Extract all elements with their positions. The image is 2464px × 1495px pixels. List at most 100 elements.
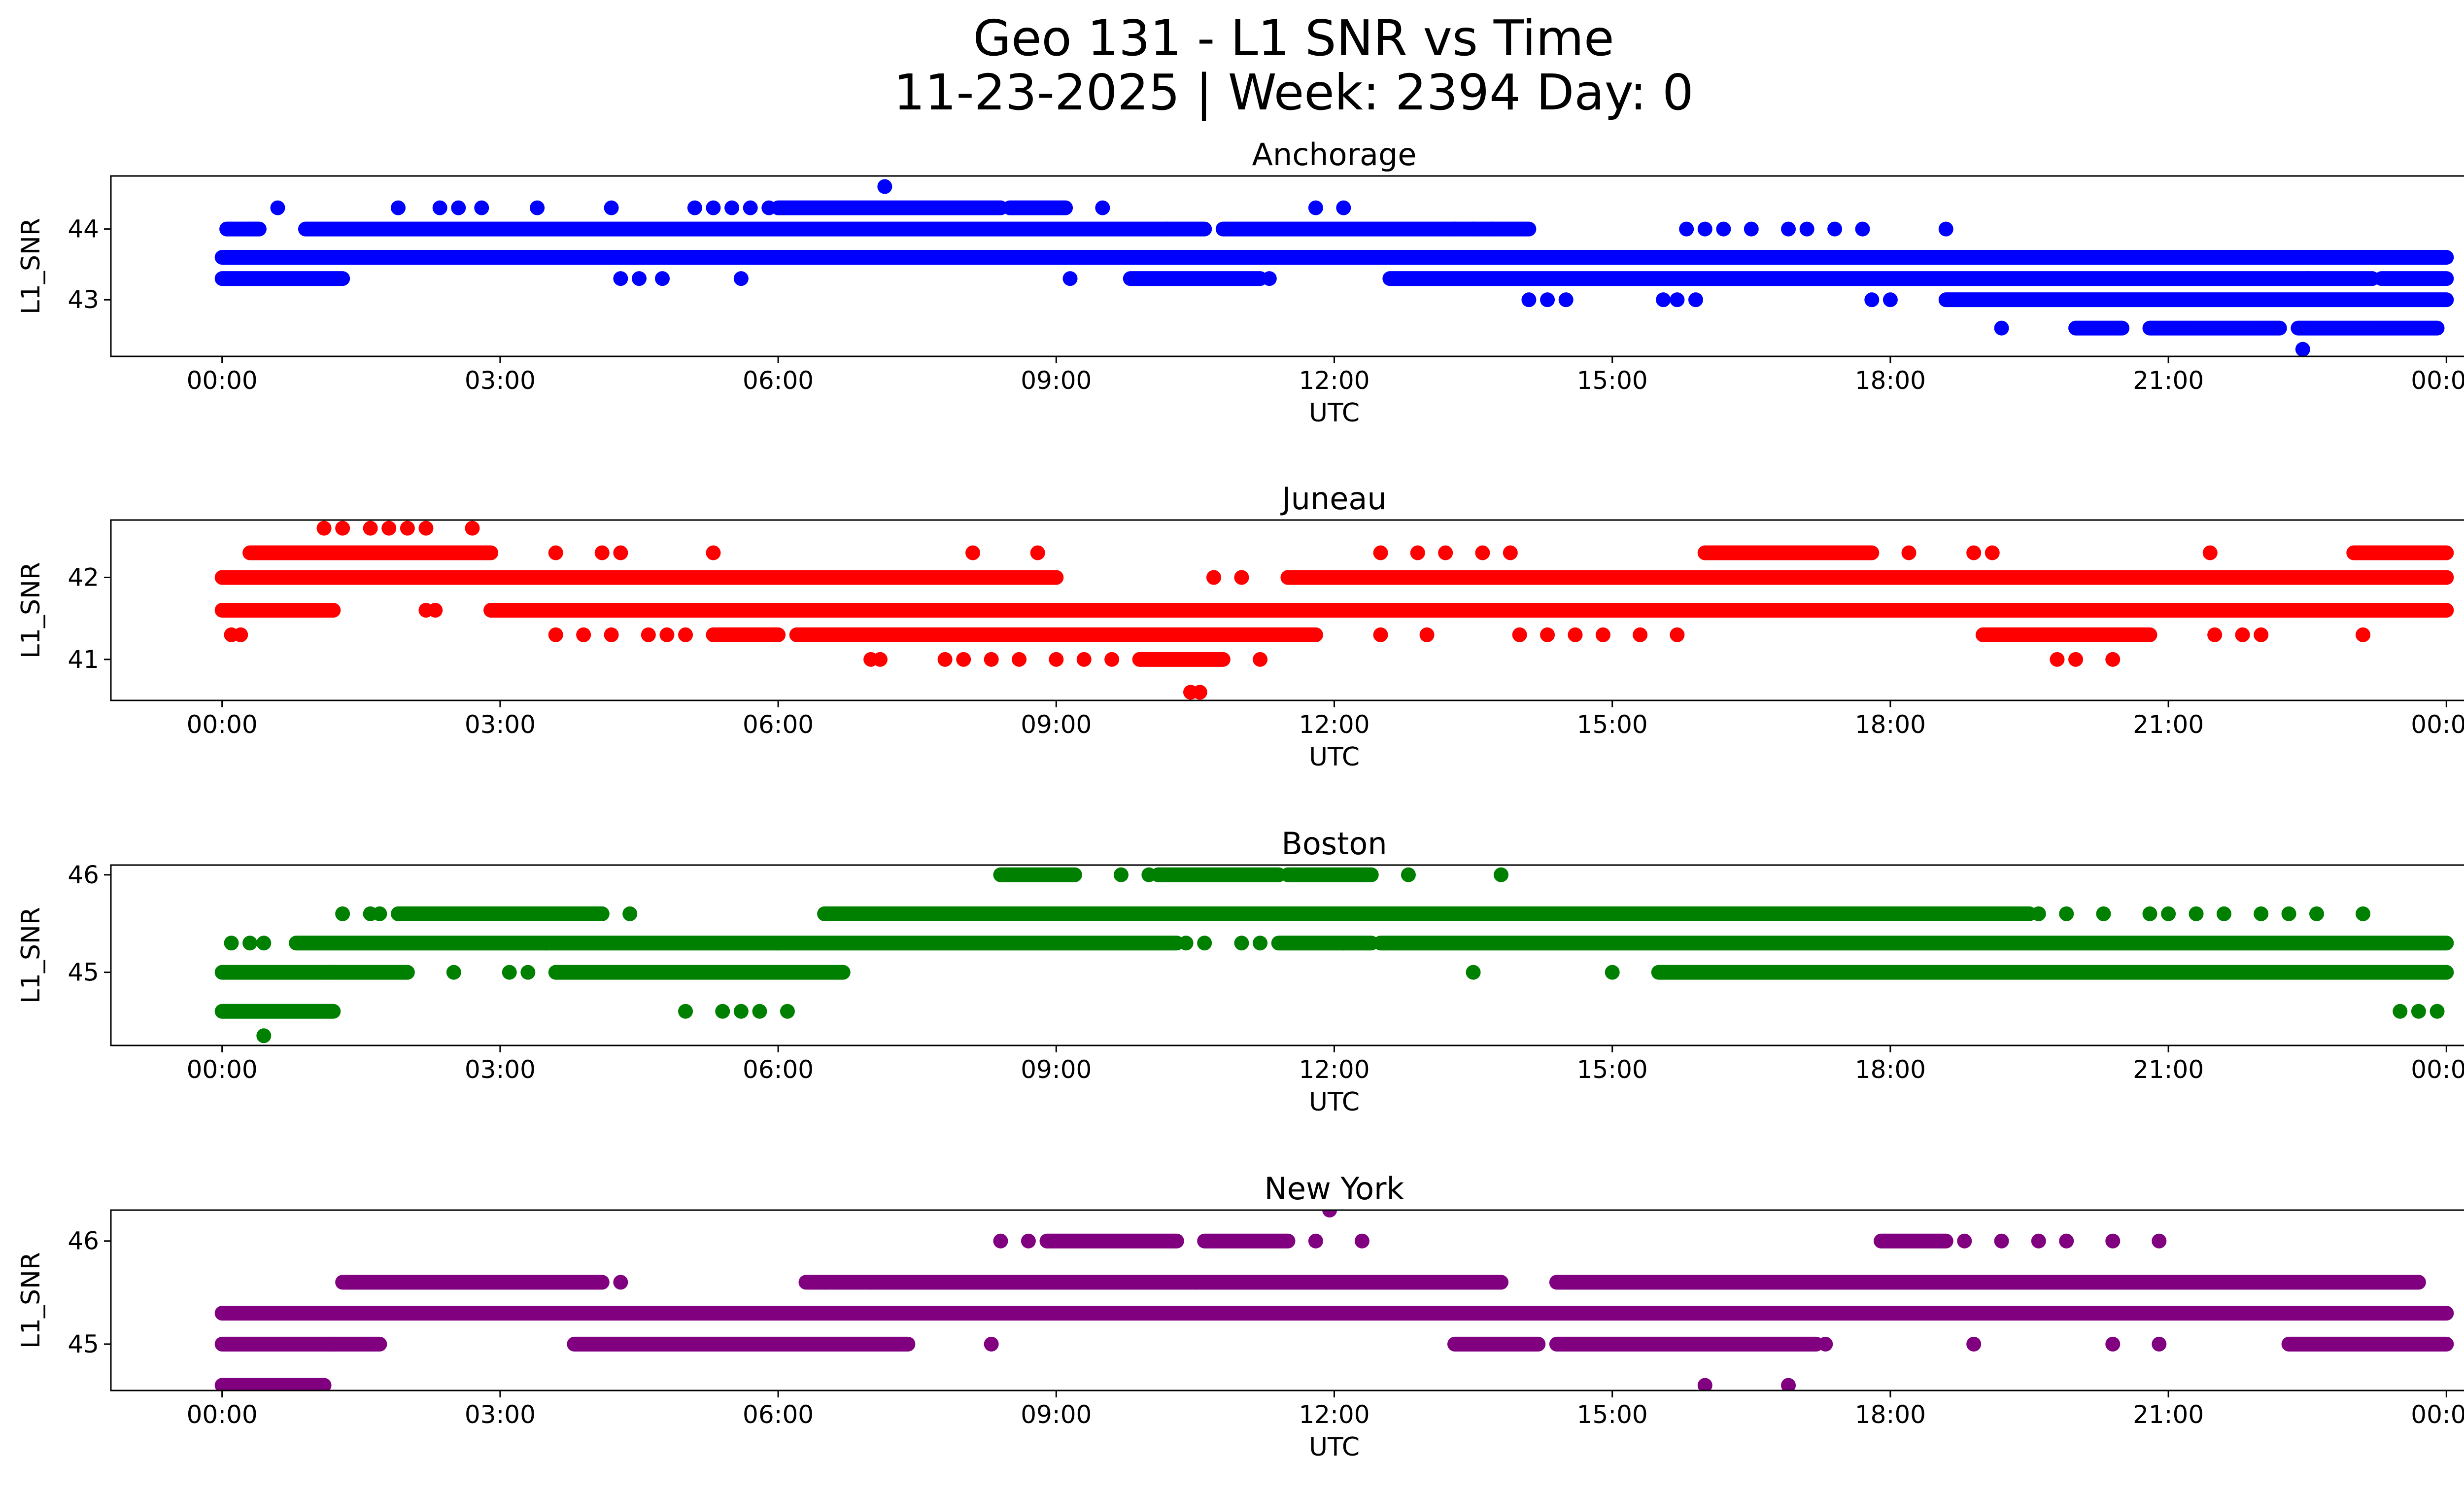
- data-point: [993, 1233, 1008, 1249]
- data-point: [678, 1004, 693, 1019]
- x-tick-label: 15:00: [1577, 1400, 1648, 1429]
- x-tick-label: 21:00: [2133, 1400, 2204, 1429]
- data-point: [1410, 545, 1425, 560]
- point-run: [1466, 906, 1787, 921]
- data-point: [1688, 292, 1703, 308]
- data-point: [2235, 627, 2250, 642]
- x-tick-label: 00:00: [2411, 710, 2464, 739]
- data-point: [1197, 936, 1212, 951]
- data-point: [613, 1275, 628, 1290]
- data-point: [465, 521, 480, 536]
- data-point: [1697, 221, 1712, 237]
- subplot-new-york: New York 00:00 03:00 06:00 09:00 12:00 15:00 18…: [16, 1171, 2464, 1462]
- point-run: [1188, 1275, 1509, 1290]
- data-point: [2059, 1233, 2074, 1249]
- x-tick-label: 00:00: [187, 710, 258, 739]
- x-tick-label: 18:00: [1855, 710, 1926, 739]
- data-point: [1781, 1378, 1796, 1391]
- point-run: [289, 936, 554, 951]
- data-point: [1985, 545, 2000, 560]
- data-point: [743, 200, 758, 215]
- y-axis-label: L1_SNR: [16, 1252, 46, 1349]
- data-point: [835, 906, 851, 921]
- point-run: [1039, 1233, 1184, 1249]
- data-point: [2202, 545, 2218, 560]
- data-point: [1605, 965, 1620, 980]
- data-point: [2059, 906, 2074, 921]
- x-tick-label: 15:00: [1577, 710, 1648, 739]
- data-point: [1141, 867, 1157, 882]
- data-points: [214, 1210, 2454, 1391]
- point-run: [1975, 627, 2157, 642]
- point-run: [214, 570, 786, 585]
- data-point: [1558, 292, 1574, 308]
- data-point: [1160, 221, 1175, 237]
- data-point: [2068, 652, 2084, 667]
- data-point: [872, 652, 888, 667]
- x-axis-label: UTC: [1309, 1432, 1360, 1462]
- data-point: [733, 1004, 749, 1019]
- data-point: [2207, 627, 2223, 642]
- data-point: [2050, 570, 2065, 585]
- point-run: [539, 936, 786, 951]
- data-point: [2152, 1336, 2167, 1352]
- data-point: [1373, 627, 1388, 642]
- point-run: [706, 627, 786, 642]
- y-tick-label: 44: [68, 215, 99, 243]
- y-axis-label: L1_SNR: [16, 907, 46, 1004]
- x-tick-label: 12:00: [1299, 1055, 1369, 1084]
- data-point: [1012, 652, 1027, 667]
- subplot-title: New York: [1265, 1171, 1404, 1207]
- data-point: [2254, 906, 2269, 921]
- data-point: [706, 200, 721, 215]
- x-tick-label: 18:00: [1855, 366, 1926, 395]
- x-tick-label: 00:00: [2411, 1400, 2464, 1429]
- data-point: [655, 271, 670, 286]
- x-tick-label: 03:00: [465, 710, 536, 739]
- x-tick-label: 09:00: [1021, 1400, 1092, 1429]
- data-points: [214, 521, 2454, 700]
- data-point: [474, 200, 489, 215]
- x-tick-label: 03:00: [465, 1400, 536, 1429]
- data-point: [1799, 221, 1814, 237]
- data-point: [2300, 271, 2315, 286]
- data-point: [984, 652, 999, 667]
- point-run: [214, 271, 350, 286]
- subplot-title: Anchorage: [1252, 137, 1416, 173]
- data-point: [1466, 221, 1481, 237]
- data-point: [1901, 545, 1916, 560]
- data-point: [613, 271, 628, 286]
- data-point: [2356, 627, 2371, 642]
- point-run: [548, 965, 851, 980]
- data-point: [1882, 292, 1898, 308]
- x-axis-label: UTC: [1309, 1087, 1360, 1117]
- data-point: [1373, 545, 1388, 560]
- point-run: [214, 1306, 2454, 1321]
- point-run: [2374, 271, 2454, 286]
- data-point: [548, 627, 563, 642]
- x-tick-label: 21:00: [2133, 710, 2204, 739]
- data-point: [428, 603, 443, 618]
- data-point: [2295, 342, 2310, 356]
- data-point: [391, 200, 406, 215]
- data-point: [2031, 906, 2046, 921]
- data-point: [1095, 200, 1110, 215]
- data-point: [1827, 221, 1843, 237]
- y-tick-label: 41: [68, 645, 99, 674]
- x-tick-label: 21:00: [2133, 366, 2204, 395]
- data-point: [1308, 200, 1323, 215]
- data-point: [1503, 545, 1518, 560]
- subplot-boston: Boston 00:00 03:00 06:00 09:00 12:00 15:00 18:0…: [16, 826, 2464, 1117]
- data-point: [594, 545, 610, 560]
- point-run: [2142, 320, 2287, 336]
- data-point: [1938, 221, 1953, 237]
- data-point: [2189, 906, 2204, 921]
- point-run: [242, 545, 499, 560]
- data-point: [1484, 221, 1500, 237]
- subplot-title: Juneau: [1280, 481, 1386, 517]
- axes-frame: [110, 864, 2464, 1046]
- data-point: [1781, 221, 1796, 237]
- point-run: [335, 1275, 610, 1290]
- data-point: [631, 271, 647, 286]
